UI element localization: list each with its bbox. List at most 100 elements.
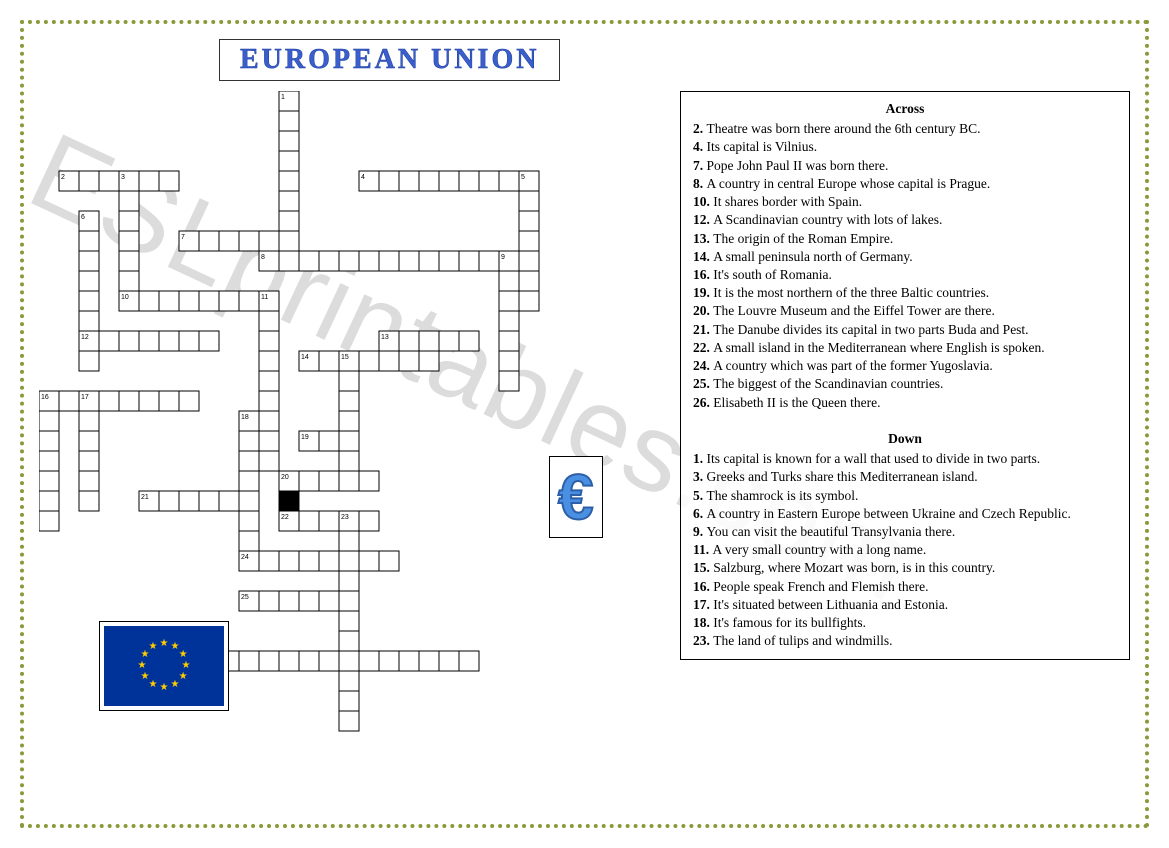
- clue-line: 3. Greeks and Turks share this Mediterra…: [693, 468, 1117, 486]
- crossword-cell: [459, 331, 479, 351]
- crossword-cell: [279, 251, 299, 271]
- cell-number: 24: [241, 554, 249, 561]
- crossword-cell: [279, 111, 299, 131]
- cell-number: 8: [261, 254, 265, 261]
- clue-line: 2. Theatre was born there around the 6th…: [693, 120, 1117, 138]
- crossword-cell: [79, 231, 99, 251]
- clue-text: The origin of the Roman Empire.: [713, 231, 893, 246]
- crossword-cell: [279, 231, 299, 251]
- crossword-cell: [259, 311, 279, 331]
- clue-number: 26.: [693, 395, 713, 410]
- clue-number: 1.: [693, 451, 707, 466]
- clue-text: The Louvre Museum and the Eiffel Tower a…: [713, 303, 995, 318]
- clue-text: The Danube divides its capital in two pa…: [713, 322, 1028, 337]
- crossword-cell: [499, 311, 519, 331]
- clue-number: 5.: [693, 488, 707, 503]
- clue-text: A country in Eastern Europe between Ukra…: [707, 506, 1071, 521]
- clue-line: 26. Elisabeth II is the Queen there.: [693, 394, 1117, 412]
- cell-number: 13: [381, 334, 389, 341]
- crossword-cell: [339, 691, 359, 711]
- crossword-cell: [199, 231, 219, 251]
- clue-text: A very small country with a long name.: [713, 542, 927, 557]
- crossword-cell: [319, 551, 339, 571]
- clue-number: 14.: [693, 249, 713, 264]
- clue-text: You can visit the beautiful Transylvania…: [707, 524, 956, 539]
- crossword-cell: [139, 331, 159, 351]
- crossword-cell: [339, 611, 359, 631]
- euro-icon: €: [558, 465, 594, 529]
- clue-number: 18.: [693, 615, 713, 630]
- crossword-cell: [339, 371, 359, 391]
- crossword-cell: [239, 431, 259, 451]
- crossword-cell: [79, 251, 99, 271]
- crossword-cell: [519, 291, 539, 311]
- cell-number: 10: [121, 294, 129, 301]
- clue-text: The shamrock is its symbol.: [707, 488, 859, 503]
- crossword-cell: [339, 551, 359, 571]
- clue-line: 1. Its capital is known for a wall that …: [693, 450, 1117, 468]
- crossword-cell: [459, 251, 479, 271]
- clue-number: 19.: [693, 285, 713, 300]
- clue-number: 17.: [693, 597, 713, 612]
- clue-line: 23. The land of tulips and windmills.: [693, 632, 1117, 650]
- flag-star-icon: ★: [137, 661, 147, 671]
- flag-star-icon: ★: [159, 683, 169, 693]
- crossword-cell: [39, 471, 59, 491]
- clue-line: 11. A very small country with a long nam…: [693, 541, 1117, 559]
- cell-number: 21: [141, 494, 149, 501]
- clue-text: Greeks and Turks share this Mediterranea…: [707, 469, 978, 484]
- crossword-cell: [179, 291, 199, 311]
- crossword-cell: [99, 391, 119, 411]
- crossword-cell: [79, 351, 99, 371]
- cell-number: 9: [501, 254, 505, 261]
- clue-number: 8.: [693, 176, 707, 191]
- clue-line: 20. The Louvre Museum and the Eiffel Tow…: [693, 302, 1117, 320]
- clue-number: 11.: [693, 542, 713, 557]
- clue-text: Elisabeth II is the Queen there.: [713, 395, 880, 410]
- crossword-cell: [79, 431, 99, 451]
- clue-number: 22.: [693, 340, 713, 355]
- cell-number: 4: [361, 174, 365, 181]
- crossword-cell: [339, 671, 359, 691]
- crossword-cell: [179, 491, 199, 511]
- crossword-cell: [359, 511, 379, 531]
- crossword-cell: [199, 331, 219, 351]
- down-header: Down: [693, 430, 1117, 448]
- eu-flag: ★★★★★★★★★★★★: [104, 626, 224, 706]
- crossword-cell: [219, 291, 239, 311]
- cell-number: 14: [301, 354, 309, 361]
- clue-text: A country in central Europe whose capita…: [707, 176, 991, 191]
- crossword-cell: [259, 331, 279, 351]
- crossword-cell: [199, 291, 219, 311]
- crossword-cell: [339, 391, 359, 411]
- crossword-cell: [279, 551, 299, 571]
- crossword-cell: [299, 511, 319, 531]
- across-list: 2. Theatre was born there around the 6th…: [693, 120, 1117, 412]
- clue-line: 8. A country in central Europe whose cap…: [693, 175, 1117, 193]
- crossword-cell: [419, 351, 439, 371]
- cell-number: 18: [241, 414, 249, 421]
- crossword-cell: [139, 391, 159, 411]
- clue-line: 7. Pope John Paul II was born there.: [693, 157, 1117, 175]
- clue-line: 19. It is the most northern of the three…: [693, 284, 1117, 302]
- clue-number: 24.: [693, 358, 713, 373]
- clue-text: It's famous for its bullfights.: [713, 615, 866, 630]
- crossword-cell: [279, 491, 299, 511]
- crossword-cell: [339, 591, 359, 611]
- crossword-cell: [319, 591, 339, 611]
- crossword-cell: [319, 511, 339, 531]
- crossword-cell: [339, 431, 359, 451]
- clue-number: 3.: [693, 469, 707, 484]
- crossword-cell: [319, 251, 339, 271]
- crossword-cell: [339, 571, 359, 591]
- clue-text: It's south of Romania.: [713, 267, 832, 282]
- crossword-cell: [99, 331, 119, 351]
- crossword-cell: [379, 551, 399, 571]
- crossword-cell: [239, 531, 259, 551]
- crossword-cell: [279, 131, 299, 151]
- crossword-cell: [119, 271, 139, 291]
- crossword-cell: [299, 651, 319, 671]
- crossword-cell: [399, 651, 419, 671]
- crossword-cell: [119, 211, 139, 231]
- flag-star-icon: ★: [140, 672, 150, 682]
